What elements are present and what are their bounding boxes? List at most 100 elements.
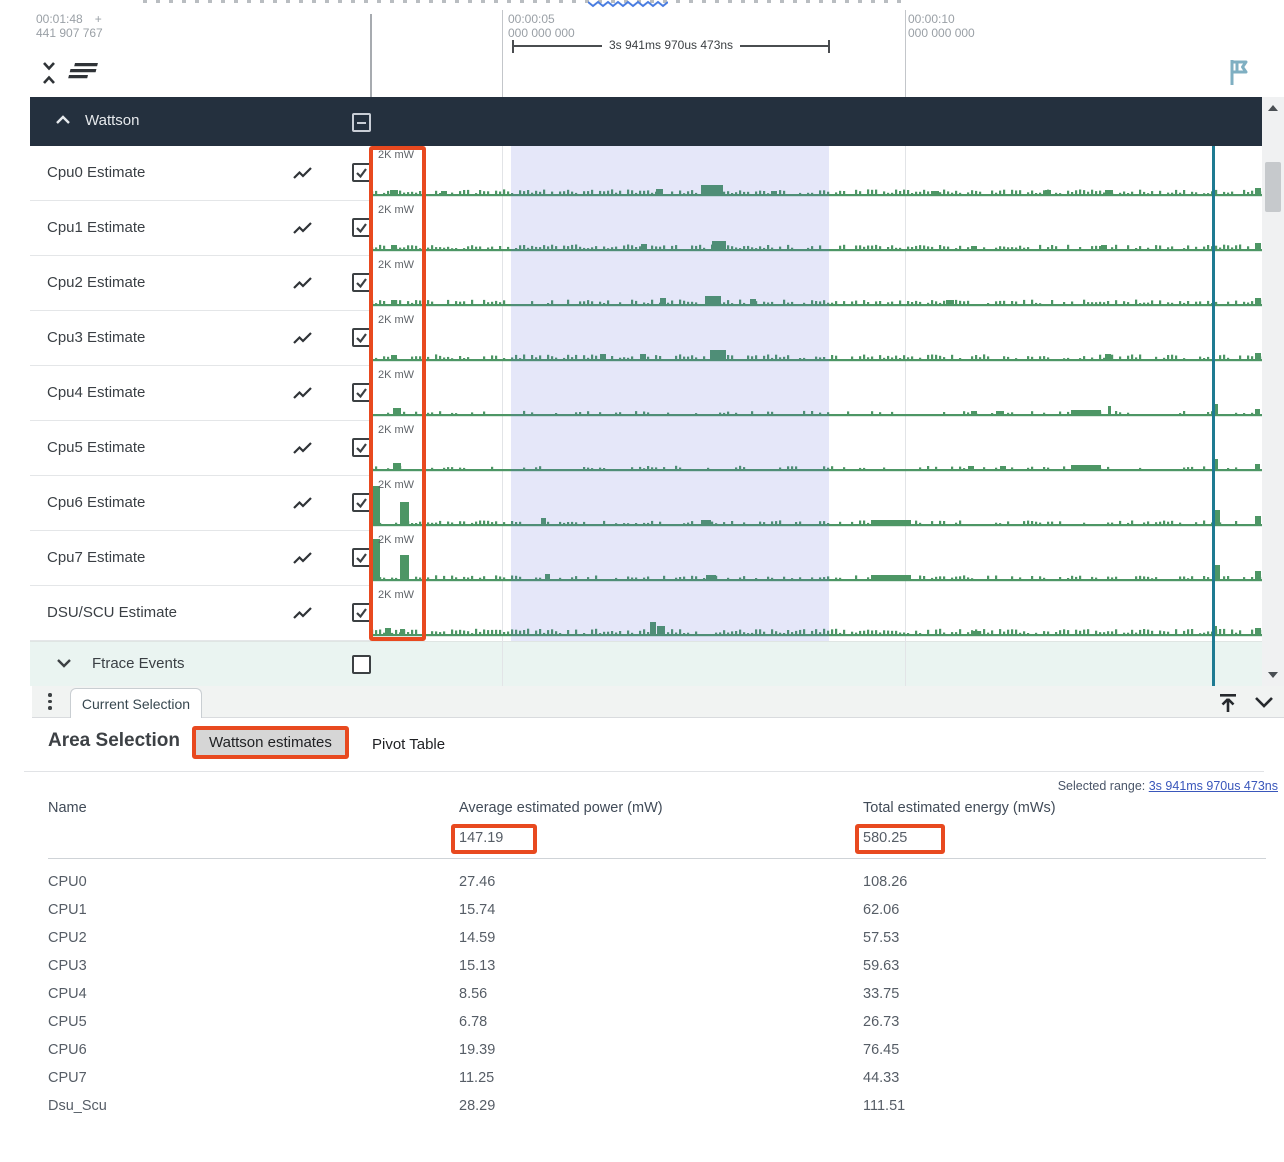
table-row: CPU7 11.25 44.33 bbox=[0, 1066, 1284, 1094]
column-header-name: Name bbox=[48, 800, 87, 816]
track-shell: DSU/SCU Estimate bbox=[30, 586, 371, 641]
show-chart-icon bbox=[293, 167, 312, 179]
power-waveform bbox=[371, 241, 1262, 252]
track-label: Cpu1 Estimate bbox=[47, 219, 146, 236]
track-canvas[interactable]: 2K mW bbox=[371, 201, 1262, 256]
column-header-power: Average estimated power (mW) bbox=[459, 800, 663, 816]
track-scale-label: 2K mW bbox=[378, 149, 415, 161]
track-checkbox-checked[interactable] bbox=[352, 438, 371, 457]
track-group-wattson[interactable]: Wattson bbox=[30, 97, 1262, 146]
track-checkbox-checked[interactable] bbox=[352, 163, 371, 182]
track-label: Cpu6 Estimate bbox=[47, 494, 146, 511]
table-row: CPU2 14.59 57.53 bbox=[0, 926, 1284, 954]
track-shell: Cpu6 Estimate bbox=[30, 476, 371, 531]
track-canvas[interactable]: 2K mW bbox=[371, 586, 1262, 641]
selected-range: Selected range: 3s 941ms 970us 473ns bbox=[1058, 779, 1278, 793]
track-label: Cpu5 Estimate bbox=[47, 439, 146, 456]
track-canvas[interactable]: 2K mW bbox=[371, 476, 1262, 531]
scroll-up-button[interactable] bbox=[1262, 100, 1284, 116]
ftrace-checkbox-unchecked[interactable] bbox=[352, 655, 371, 674]
track-row: Cpu0 Estimate 2K mW bbox=[30, 146, 1262, 201]
selected-range-link[interactable]: 3s 941ms 970us 473ns bbox=[1148, 779, 1278, 793]
track-shell: Cpu3 Estimate bbox=[30, 311, 371, 366]
tab-label: Current Selection bbox=[81, 695, 191, 712]
drag-handle[interactable] bbox=[48, 693, 52, 713]
group-title: Wattson bbox=[85, 112, 140, 129]
collapse-panel-button[interactable] bbox=[1254, 695, 1274, 709]
track-checkbox-checked[interactable] bbox=[352, 493, 371, 512]
group-checkbox-indeterminate[interactable] bbox=[352, 113, 371, 132]
track-checkbox-checked[interactable] bbox=[352, 548, 371, 567]
collapse-all-tracks-button[interactable] bbox=[40, 60, 58, 86]
table-row: CPU4 8.56 33.75 bbox=[0, 982, 1284, 1010]
track-label: Cpu4 Estimate bbox=[47, 384, 146, 401]
cell-power: 27.46 bbox=[459, 874, 496, 890]
panel-title: Area Selection bbox=[48, 730, 180, 751]
track-filter-button[interactable] bbox=[66, 62, 98, 80]
ruler-divider-line bbox=[370, 14, 372, 97]
tab-wattson-estimates[interactable]: Wattson estimates bbox=[196, 730, 345, 755]
cell-energy: 108.26 bbox=[863, 874, 908, 890]
check-icon bbox=[356, 553, 367, 564]
vertical-scrollbar[interactable] bbox=[1262, 97, 1284, 686]
selection-duration-bracket: 3s 941ms 970us 473ns bbox=[512, 38, 830, 53]
cell-name: CPU5 bbox=[48, 1014, 87, 1030]
check-icon bbox=[356, 278, 367, 289]
table-row: CPU0 27.46 108.26 bbox=[0, 870, 1284, 898]
track-canvas[interactable]: 2K mW bbox=[371, 366, 1262, 421]
show-chart-icon bbox=[293, 497, 312, 509]
total-power-value: 147.19 bbox=[459, 830, 504, 846]
track-label: Cpu7 Estimate bbox=[47, 549, 146, 566]
power-waveform bbox=[371, 350, 1262, 362]
scrollbar-thumb[interactable] bbox=[1265, 162, 1281, 212]
bracket-left-line bbox=[514, 45, 602, 47]
power-waveform bbox=[371, 296, 1262, 307]
track-checkbox-checked[interactable] bbox=[352, 218, 371, 237]
cell-energy: 33.75 bbox=[863, 986, 900, 1002]
timeline-offset-timestamp: 00:01:48 +441 907 767 bbox=[36, 12, 103, 40]
track-scale-label: 2K mW bbox=[378, 369, 415, 381]
show-chart-icon bbox=[293, 222, 312, 234]
track-canvas[interactable]: 2K mW bbox=[371, 531, 1262, 586]
cell-power: 11.25 bbox=[459, 1070, 495, 1086]
tab-current-selection[interactable]: Current Selection bbox=[70, 688, 202, 718]
track-canvas[interactable]: 2K mW bbox=[371, 256, 1262, 311]
cell-name: CPU6 bbox=[48, 1042, 87, 1058]
track-checkbox-checked[interactable] bbox=[352, 383, 371, 402]
detail-panel-tab-bar: Current Selection bbox=[32, 686, 1284, 718]
track-group-ftrace-events[interactable]: Ftrace Events bbox=[30, 641, 1262, 686]
timeline-mark-2: 00:00:10 000 000 000 bbox=[908, 12, 975, 40]
scroll-down-button[interactable] bbox=[1262, 667, 1284, 683]
cell-energy: 62.06 bbox=[863, 902, 900, 918]
check-icon bbox=[356, 388, 367, 399]
ruler-gridline-5s bbox=[502, 10, 503, 97]
power-waveform bbox=[371, 622, 1262, 637]
track-canvas[interactable]: 2K mW bbox=[371, 146, 1262, 201]
track-checkbox-checked[interactable] bbox=[352, 603, 371, 622]
tab-pivot-table[interactable]: Pivot Table bbox=[372, 736, 446, 753]
check-icon bbox=[356, 608, 367, 619]
menu-lines-icon bbox=[68, 63, 98, 79]
cell-name: CPU4 bbox=[48, 986, 87, 1002]
cell-power: 28.29 bbox=[459, 1098, 496, 1114]
expand-panel-button[interactable] bbox=[1217, 692, 1239, 714]
cell-power: 6.78 bbox=[459, 1014, 488, 1030]
cell-name: CPU0 bbox=[48, 874, 87, 890]
show-chart-icon bbox=[293, 387, 312, 399]
track-label: Cpu0 Estimate bbox=[47, 164, 146, 181]
group-title: Ftrace Events bbox=[92, 655, 185, 672]
track-checkbox-checked[interactable] bbox=[352, 328, 371, 347]
cell-power: 15.13 bbox=[459, 958, 496, 974]
bracket-left-tick bbox=[512, 39, 514, 53]
track-canvas[interactable]: 2K mW bbox=[371, 311, 1262, 366]
track-canvas[interactable]: 2K mW bbox=[371, 421, 1262, 476]
flag-button[interactable] bbox=[1226, 56, 1252, 88]
cell-name: CPU7 bbox=[48, 1070, 87, 1086]
table-row: CPU6 19.39 76.45 bbox=[0, 1038, 1284, 1066]
flag-icon bbox=[1230, 60, 1248, 85]
power-waveform bbox=[371, 539, 1262, 582]
track-checkbox-checked[interactable] bbox=[352, 273, 371, 292]
cell-energy: 26.73 bbox=[863, 1014, 900, 1030]
track-row: Cpu6 Estimate 2K mW bbox=[30, 476, 1262, 531]
